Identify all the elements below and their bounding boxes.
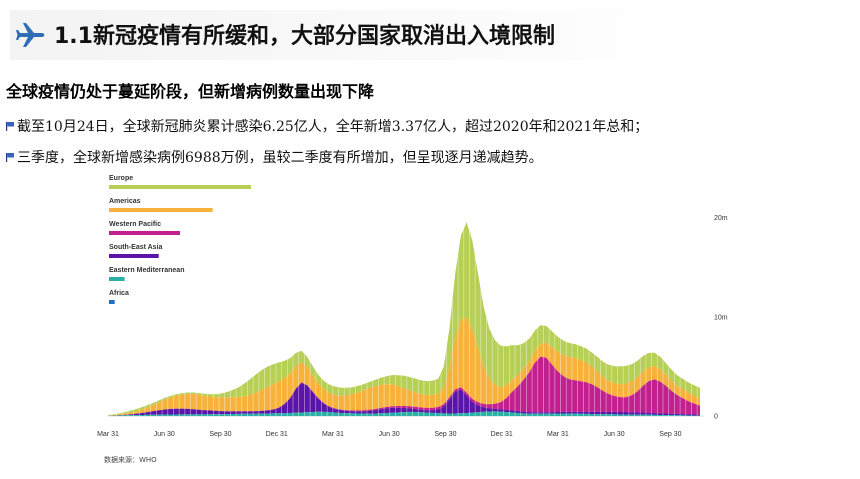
page-title: 1.1新冠疫情有所缓和，大部分国家取消出入境限制 bbox=[54, 24, 555, 49]
bullet-text: 三季度，全球新增感染病例6988万例，虽较二季度有所增加，但呈现逐月递减趋势。 bbox=[17, 150, 543, 166]
legend-bar bbox=[109, 300, 115, 304]
bullet-item: 截至10月24日，全球新冠肺炎累计感染6.25亿人，全年新增3.37亿人，超过2… bbox=[6, 116, 648, 136]
area-series-eastern-mediterranean bbox=[108, 411, 700, 416]
legend-label: South-East Asia bbox=[109, 244, 163, 251]
legend-bar bbox=[109, 254, 159, 258]
x-tick-label: Jun 30 bbox=[379, 431, 400, 438]
bullet-text: 截至10月24日，全球新冠肺炎累计感染6.25亿人，全年新增3.37亿人，超过2… bbox=[17, 119, 649, 135]
area-series-western-pacific bbox=[108, 356, 700, 416]
x-tick-label: Sep 30 bbox=[434, 431, 456, 438]
legend-bar bbox=[109, 231, 180, 235]
y-tick-label: 20m bbox=[714, 215, 728, 222]
x-tick-label: Jun 30 bbox=[154, 431, 175, 438]
x-tick-label: Sep 30 bbox=[209, 431, 231, 438]
legend-bar bbox=[109, 208, 213, 212]
x-tick-label: Mar 31 bbox=[322, 431, 344, 438]
who-cases-chart: Mar 31 Jun 30 Sep 30 Dec 31 Mar 31 Jun 30 Sep … bbox=[97, 175, 728, 438]
legend-label: Americas bbox=[109, 198, 141, 205]
legend-label: Western Pacific bbox=[109, 221, 161, 228]
subheading: 全球疫情仍处于蔓延阶段，但新增病例数量出现下降 bbox=[6, 82, 375, 101]
title-background bbox=[10, 10, 840, 60]
legend-label: Eastern Mediterranean bbox=[109, 267, 184, 274]
title-bar: 1.1新冠疫情有所缓和，大部分国家取消出入境限制 bbox=[0, 0, 860, 66]
x-tick-label: Jun 30 bbox=[604, 431, 625, 438]
legend-bar bbox=[109, 185, 251, 189]
area-series-americas bbox=[108, 317, 700, 416]
legend-bar bbox=[109, 277, 125, 281]
x-tick-label: Dec 31 bbox=[491, 431, 513, 438]
area-series-south-east-asia bbox=[108, 382, 700, 416]
x-tick-label: Mar 31 bbox=[97, 431, 119, 438]
y-tick-label: 0 bbox=[714, 414, 718, 421]
bullet-flag-icon bbox=[6, 122, 14, 131]
x-tick-label: Sep 30 bbox=[659, 431, 681, 438]
legend-label: Europe bbox=[109, 175, 133, 182]
area-series-europe bbox=[108, 222, 700, 416]
x-tick-label: Dec 31 bbox=[266, 431, 288, 438]
x-tick-label: Mar 31 bbox=[547, 431, 569, 438]
legend-label: Africa bbox=[109, 290, 129, 297]
bullet-item: 三季度，全球新增感染病例6988万例，虽较二季度有所增加，但呈现逐月递减趋势。 bbox=[6, 147, 543, 167]
data-source-note: 数据来源：WHO bbox=[104, 456, 157, 464]
bullet-flag-icon bbox=[6, 153, 14, 162]
y-tick-label: 10m bbox=[714, 314, 728, 321]
airplane-icon bbox=[16, 23, 45, 47]
